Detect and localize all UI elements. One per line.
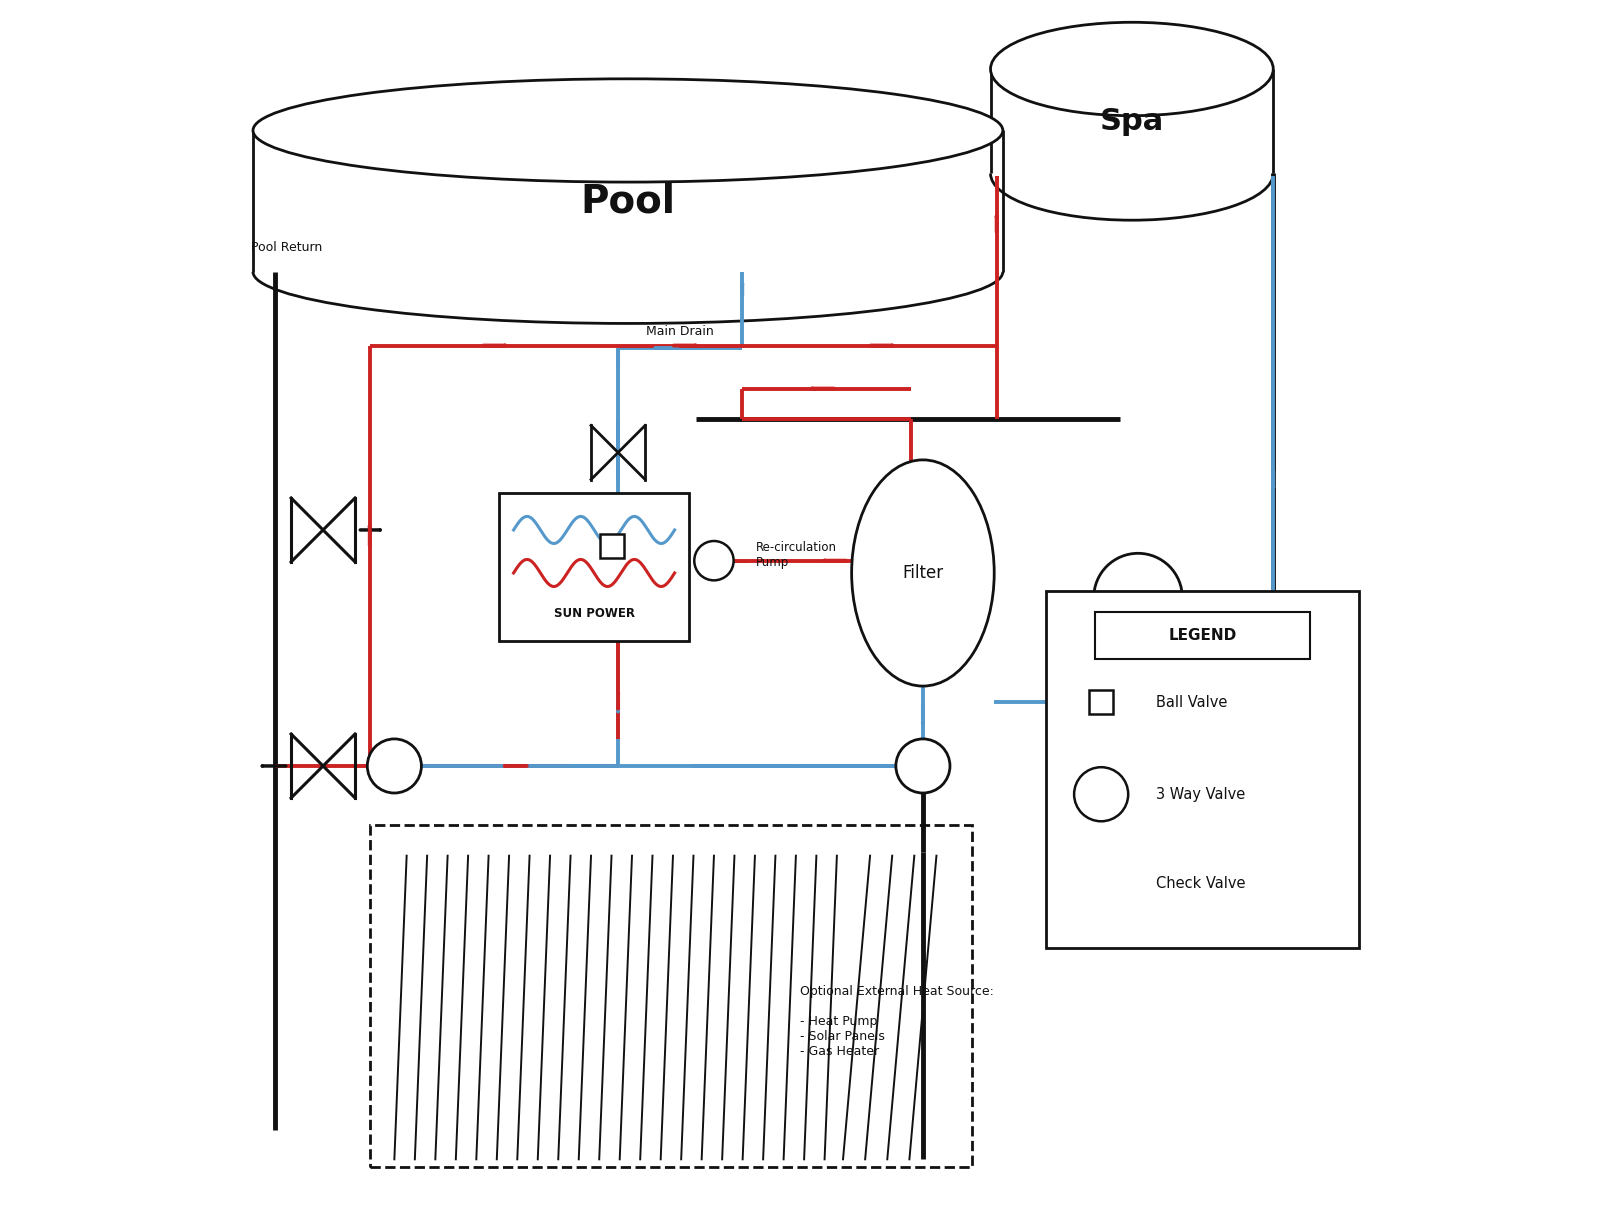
Bar: [1094, 612, 1310, 659]
Text: Main Drain: Main Drain: [646, 325, 714, 339]
Ellipse shape: [253, 79, 1003, 182]
Text: Pool Return: Pool Return: [251, 240, 322, 254]
Text: Pool: Pool: [581, 182, 675, 221]
Text: 3 Way Valve: 3 Way Valve: [1157, 787, 1246, 802]
Circle shape: [694, 541, 734, 580]
Bar: [1090, 690, 1114, 715]
Text: Optional External Heat Source:

- Heat Pump
- Solar Panels
- Gas Heater: Optional External Heat Source: - Heat Pu…: [800, 986, 994, 1058]
Text: SUN POWER: SUN POWER: [554, 607, 635, 620]
Text: Spa: Spa: [1099, 107, 1165, 136]
Text: Filter: Filter: [902, 564, 944, 582]
Polygon shape: [253, 131, 1003, 272]
Text: LEGEND: LEGEND: [1168, 628, 1237, 643]
Circle shape: [368, 739, 421, 793]
Text: Check Valve: Check Valve: [1157, 876, 1246, 892]
Text: Re-circulation
Pump: Re-circulation Pump: [755, 541, 837, 568]
Text: Ball Valve: Ball Valve: [1157, 695, 1227, 710]
Circle shape: [1094, 553, 1182, 642]
Bar: [600, 533, 624, 558]
Circle shape: [896, 739, 950, 793]
Bar: [1046, 591, 1360, 947]
Bar: [370, 825, 973, 1167]
Ellipse shape: [851, 460, 994, 686]
Ellipse shape: [990, 22, 1274, 116]
Circle shape: [1162, 670, 1226, 734]
Bar: [1109, 642, 1168, 734]
Polygon shape: [990, 69, 1274, 174]
Text: Pump: Pump: [1118, 590, 1158, 605]
Circle shape: [1074, 768, 1128, 822]
Bar: [499, 493, 690, 641]
